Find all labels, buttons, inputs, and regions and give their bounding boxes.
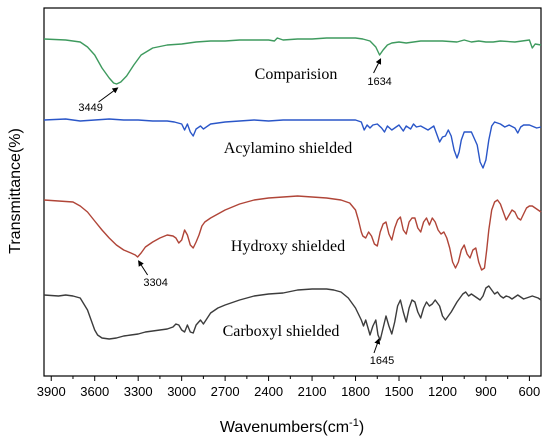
series-label-carboxyl-shielded: Carboxyl shielded [223,323,340,340]
x-tick-label-2700: 2700 [211,384,240,399]
x-tick-label-3900: 3900 [37,384,66,399]
x-tick-label-900: 900 [475,384,497,399]
series-label-comparision: Comparision [255,66,338,83]
y-axis-label: Transmittance(%) [7,128,24,254]
series-line-acylamino-shielded [43,118,542,169]
series-line-hydroxy-shielded [43,195,542,271]
x-tick-label-3600: 3600 [80,384,109,399]
x-axis-label-tail: ) [359,419,364,436]
annotation-arrow-1645 [373,338,381,354]
x-tick-label-2100: 2100 [298,384,327,399]
x-tick-label-1200: 1200 [428,384,457,399]
annotation-label-1645: 1645 [370,355,394,367]
series-line-carboxyl-shielded [43,285,542,341]
x-axis-label-main: Wavenumbers(cm [220,419,349,436]
x-tick-label-2400: 2400 [254,384,283,399]
x-tick-layer: 3900 3600 3300 3000 2700 2400 2100 1800 1500 1200… [37,376,540,399]
series-label-acylamino-shielded: Acylamino shielded [224,140,352,157]
annotation-label-3304: 3304 [143,277,167,289]
annotation-label-3449: 3449 [78,102,102,114]
annotation-arrow-3449 [98,87,119,103]
annotation-arrow-3304 [138,260,149,276]
x-tick-label-600: 600 [519,384,541,399]
x-axis-label-superscript: -1 [349,417,359,429]
x-tick-label-3300: 3300 [124,384,153,399]
x-tick-label-3000: 3000 [167,384,196,399]
series-label-layer: Comparision Acylamino shielded Hydroxy shi… [223,66,353,340]
annotation-label-1634: 1634 [367,76,391,88]
plot-frame [43,7,542,377]
x-axis-label: Wavenumbers(cm-1) [220,417,364,436]
series-line-comparision [43,37,542,85]
series-layer [43,37,542,341]
annotation-layer: 3449 1634 3304 1645 [78,58,394,367]
x-tick-label-1800: 1800 [341,384,370,399]
series-label-hydroxy-shielded: Hydroxy shielded [231,238,345,255]
annotation-arrow-1634 [373,58,382,74]
x-tick-label-1500: 1500 [385,384,414,399]
